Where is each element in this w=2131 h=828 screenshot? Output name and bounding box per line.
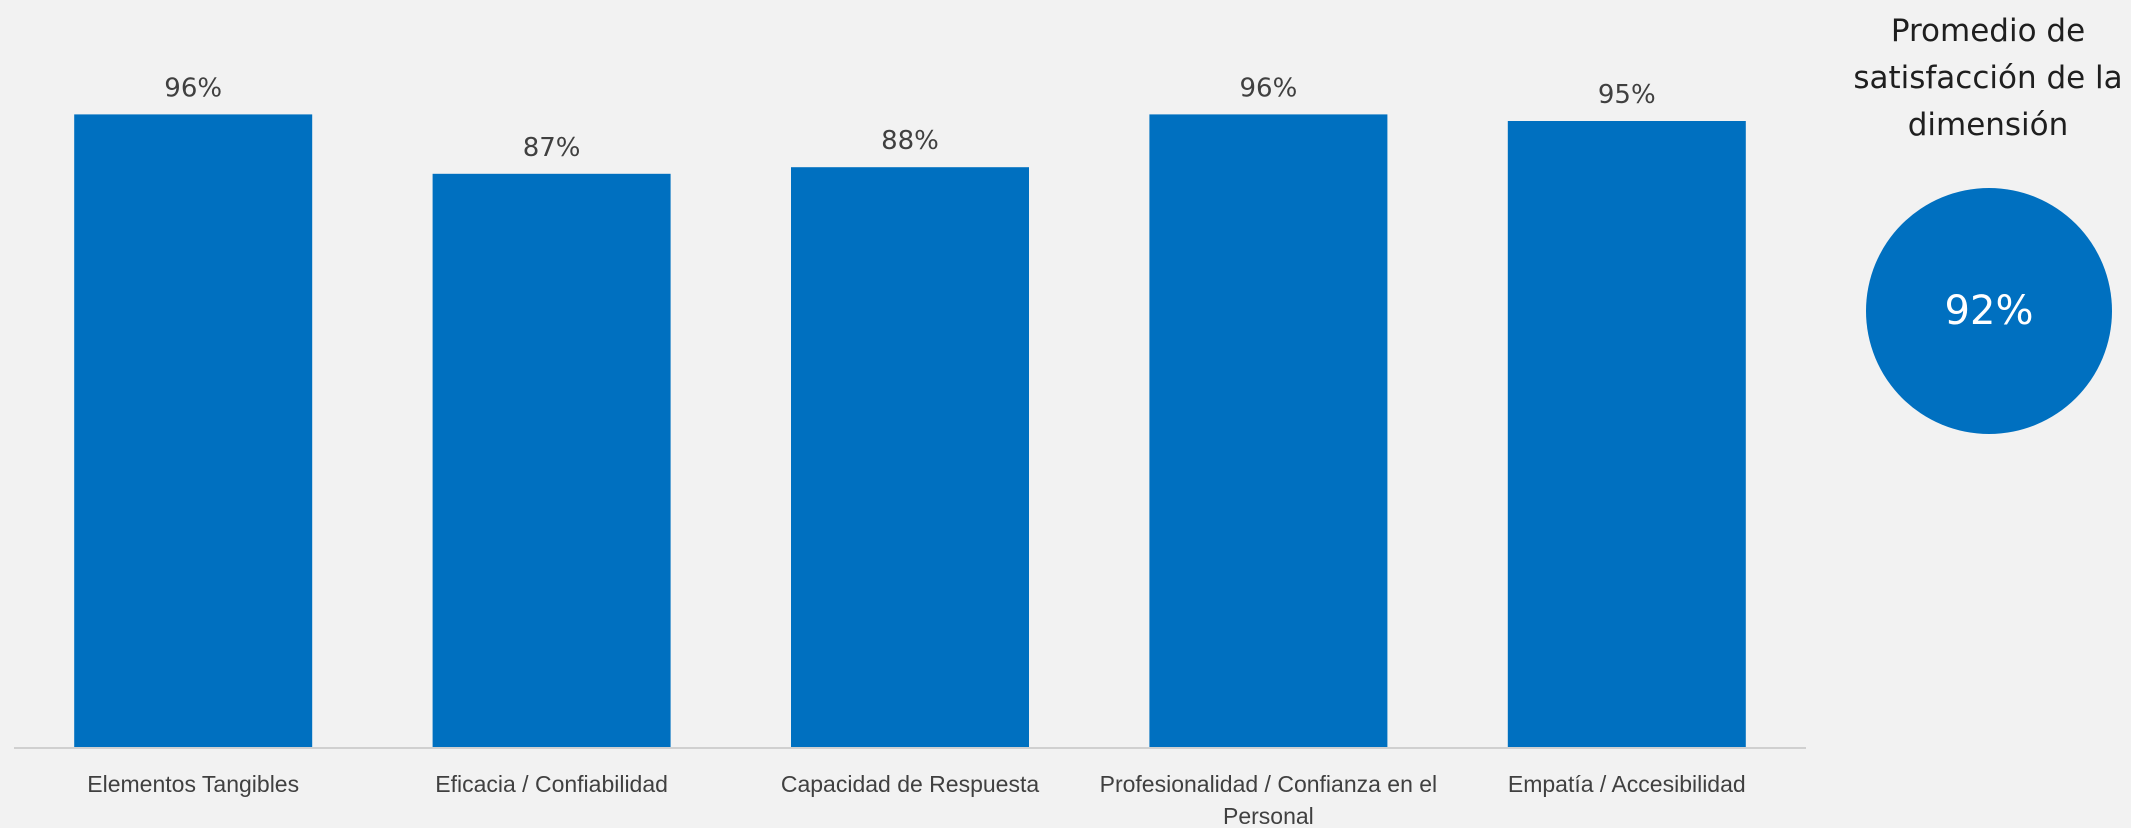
category-label: Elementos Tangibles bbox=[87, 771, 299, 797]
bar bbox=[74, 114, 313, 748]
summary-title-line: Promedio de bbox=[1890, 13, 2086, 49]
bar-value-label: 96% bbox=[164, 73, 222, 103]
category-label-line: Personal bbox=[1223, 803, 1314, 828]
category-label: Empatía / Accesibilidad bbox=[1508, 771, 1746, 797]
category-label: Profesionalidad / Confianza en el Persona… bbox=[1100, 771, 1438, 828]
bars-group bbox=[74, 114, 1746, 749]
bar bbox=[432, 173, 671, 749]
bar-value-label: 96% bbox=[1240, 73, 1298, 103]
bar bbox=[1507, 121, 1746, 748]
category-label-line: Profesionalidad / Confianza en el bbox=[1100, 771, 1438, 797]
category-label-line: Eficacia / Confiabilidad bbox=[435, 771, 668, 797]
category-label-line: Capacidad de Respuesta bbox=[781, 771, 1039, 797]
category-label: Eficacia / Confiabilidad bbox=[435, 771, 668, 797]
summary-title-line: satisfacción de la bbox=[1853, 60, 2123, 96]
category-label-line: Elementos Tangibles bbox=[87, 771, 299, 797]
summary-value: 92% bbox=[1944, 288, 2034, 334]
category-labels-group: Elementos Tangibles Eficacia / Confiabili… bbox=[87, 771, 1745, 828]
value-labels-group: 96% 87% 88% 96% 95% bbox=[164, 73, 1655, 162]
summary-title-line: dimensión bbox=[1907, 107, 2069, 143]
summary-title: Promedio de satisfacción de la dimensión bbox=[1838, 8, 2131, 149]
bar-value-label: 88% bbox=[881, 126, 939, 156]
category-label: Capacidad de Respuesta bbox=[781, 771, 1039, 797]
bar bbox=[1149, 114, 1388, 748]
category-label-line: Empatía / Accesibilidad bbox=[1508, 771, 1746, 797]
summary-circle: 92% bbox=[1866, 188, 2112, 434]
bar-value-label: 87% bbox=[523, 133, 581, 163]
bar-value-label: 95% bbox=[1598, 80, 1656, 110]
bar bbox=[791, 167, 1029, 748]
